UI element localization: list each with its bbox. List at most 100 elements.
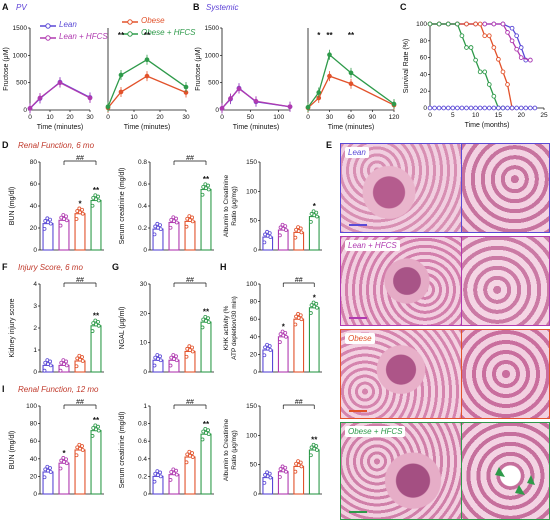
data-point (190, 349, 195, 354)
series-line (107, 75, 187, 109)
data-point (436, 105, 442, 111)
x-tick-label: 30 (326, 114, 334, 121)
y-tick-label: 0 (253, 369, 257, 376)
y-axis-label: Albumin to Creatinine (223, 419, 230, 482)
data-point (432, 105, 437, 111)
x-tick-label: 30 (182, 114, 190, 121)
x-tick-label: 10 (130, 114, 138, 121)
data-point (455, 105, 460, 111)
data-point (118, 72, 124, 78)
chart-a-right: 0 10 20 30 Time (minutes) ** ** (105, 28, 190, 131)
panel-title-a: PV (16, 3, 27, 12)
data-point (509, 38, 515, 44)
data-point (293, 322, 298, 327)
data-point (327, 73, 332, 79)
data-point (64, 359, 68, 364)
data-point (80, 355, 84, 359)
data-point (496, 56, 501, 62)
data-point (500, 69, 506, 75)
data-point (473, 105, 478, 111)
data-point (48, 466, 52, 470)
legend-obese-hfcs-icon (122, 31, 138, 37)
y-tick-label: 1 (143, 403, 147, 410)
chart-f-injury: 0 1 2 3 4 Kidney injury score ** ## (9, 277, 104, 376)
data-point (268, 235, 273, 239)
data-point (445, 105, 451, 111)
series-line (107, 58, 187, 107)
data-point (200, 325, 205, 330)
x-axis-label: Time (minutes) (233, 124, 279, 131)
data-point (206, 320, 211, 325)
y-tick-label: 40 (250, 334, 258, 341)
y-tick-label: 0.2 (138, 473, 147, 480)
significance-label: ## (76, 155, 84, 162)
y-tick-label: 80 (420, 38, 428, 45)
data-point (206, 432, 211, 437)
data-point (477, 21, 483, 27)
data-point (152, 232, 157, 237)
y-tick-label: 0 (423, 105, 427, 112)
data-point (184, 460, 189, 465)
x-tick-label: 20 (156, 114, 164, 121)
bar (152, 475, 164, 495)
chart-i-acr: 0 50 100 150 Albumin to Creatinine Ratio (μg/… (223, 399, 322, 498)
data-point (74, 364, 79, 369)
y-tick-label: 20 (30, 473, 38, 480)
y-axis-label: KHK activity (% (223, 305, 230, 350)
x-tick-label: 15 (495, 112, 503, 119)
histology-lean-label: Lean (345, 147, 369, 158)
panel-label-c: C (400, 2, 407, 12)
y-axis-label: BUN (mg/dl) (9, 431, 16, 470)
x-tick-label: 0 (428, 112, 432, 119)
x-tick-label: 5 (451, 112, 455, 119)
data-point (158, 223, 162, 228)
y-tick-label: 0 (143, 491, 147, 498)
y-tick-label: 0 (33, 369, 37, 376)
data-point (152, 479, 157, 484)
chart-d-acr: 0 50 100 150 Albumin to Creatinine Ratio (μg/… (223, 159, 322, 254)
panel-title-i: Renal Function, 12 mo (18, 385, 99, 394)
data-point (482, 105, 488, 111)
data-point (518, 105, 524, 111)
y-tick-label: 0 (143, 369, 147, 376)
x-tick-label: 10 (46, 114, 54, 121)
data-point (509, 105, 515, 111)
data-point (236, 86, 242, 92)
y-tick-label: 40 (420, 71, 428, 78)
data-point (58, 368, 63, 373)
data-point (48, 470, 53, 474)
y-tick-label: 1500 (205, 25, 220, 32)
y-tick-label: 60 (30, 181, 38, 188)
data-point (518, 55, 524, 60)
data-point (96, 198, 101, 203)
legend-obese-label: Obese (141, 16, 165, 25)
significance-mark: * (313, 293, 317, 302)
data-point (284, 334, 288, 339)
panel-title-f: Injury Score, 6 mo (18, 263, 83, 272)
y-tick-label: 0.4 (138, 203, 147, 210)
data-point (514, 33, 519, 39)
data-point (277, 340, 282, 344)
y-tick-label: 20 (140, 310, 148, 317)
data-point (48, 359, 52, 364)
data-point (48, 221, 53, 226)
histology-lean-hfcs-tubule-image (461, 237, 549, 325)
data-point (284, 469, 288, 474)
y-tick-label: 60 (250, 316, 258, 323)
y-tick-label: 0 (33, 491, 37, 498)
significance-label: ## (295, 399, 303, 406)
histology-obese-glomerulus-image (341, 330, 461, 418)
data-point (158, 354, 162, 359)
data-point (105, 104, 111, 110)
data-point (183, 84, 189, 90)
data-point (299, 464, 304, 469)
y-tick-label: 60 (30, 438, 38, 445)
scale-bar (349, 224, 367, 226)
histology-obese-hfcs-label: Obese + HFCS (345, 426, 406, 437)
y-tick-label: 500 (16, 80, 27, 87)
data-point (118, 89, 124, 95)
data-point (514, 105, 519, 111)
x-tick-label: 60 (347, 114, 355, 121)
data-point (64, 363, 69, 368)
